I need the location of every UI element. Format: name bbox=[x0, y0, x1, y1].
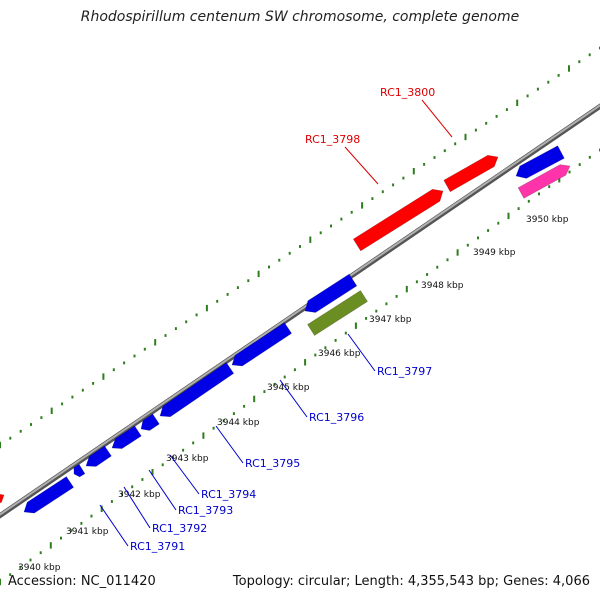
scale-label: 3945 kbp bbox=[267, 383, 310, 393]
gene-leader-line bbox=[215, 425, 244, 464]
scale-label: 3943 kbp bbox=[166, 454, 209, 464]
gene-arrow-reverse bbox=[85, 445, 112, 467]
gene-arrow-reverse bbox=[23, 476, 75, 514]
map-title: Rhodospirillum centenum SW chromosome, c… bbox=[80, 9, 520, 25]
gene-label-reverse: RC1_3791 bbox=[130, 540, 185, 553]
chromosome-backbone-highlight bbox=[0, 104, 600, 516]
gene-arrow-forward bbox=[0, 493, 5, 504]
gene-arrow-reverse bbox=[140, 413, 160, 431]
gene-arrow-reverse bbox=[304, 273, 358, 313]
gene-leader-line bbox=[344, 146, 379, 185]
topology-summary: Topology: circular; Length: 4,355,543 bp… bbox=[232, 574, 590, 589]
scale-label: 3942 kbp bbox=[118, 490, 161, 500]
gene-label-reverse: RC1_3795 bbox=[245, 457, 300, 470]
scale-label: 3941 kbp bbox=[66, 527, 109, 537]
gene-label-forward: RC1_3800 bbox=[380, 86, 435, 99]
gene-arrow-reverse bbox=[73, 463, 86, 478]
gene-leader-line bbox=[347, 333, 376, 372]
gene-box-olive bbox=[307, 290, 368, 336]
gene-arrow-forward bbox=[352, 188, 444, 252]
gene-arrow-forward bbox=[443, 154, 499, 193]
scale-label: 3947 kbp bbox=[369, 315, 412, 325]
gene-leader-line bbox=[169, 454, 200, 495]
scale-label: 3944 kbp bbox=[217, 418, 260, 428]
gene-label-reverse: RC1_3796 bbox=[309, 411, 364, 424]
gene-leader-line bbox=[148, 469, 177, 511]
gene-leader-line bbox=[279, 379, 308, 418]
gene-arrow-reverse bbox=[231, 322, 293, 367]
gene-leader-line bbox=[123, 486, 151, 529]
gene-arrow-reverse bbox=[515, 145, 565, 179]
scale-label: 3948 kbp bbox=[421, 281, 464, 291]
gene-label-reverse: RC1_3792 bbox=[152, 522, 207, 535]
scale-label: 3949 kbp bbox=[473, 248, 516, 258]
gene-leader-line bbox=[421, 99, 453, 138]
gene-arrow-reverse bbox=[159, 362, 235, 418]
gene-label-reverse: RC1_3793 bbox=[178, 504, 233, 517]
gene-arrow-pink bbox=[517, 164, 571, 199]
scale-label: 3950 kbp bbox=[526, 215, 569, 225]
gene-label-reverse: RC1_3797 bbox=[377, 365, 432, 378]
accession-text: Accession: NC_011420 bbox=[8, 574, 156, 589]
gene-label-reverse: RC1_3794 bbox=[201, 488, 256, 501]
gene-label-forward: RC1_3798 bbox=[305, 133, 360, 146]
gene-arrow-reverse bbox=[111, 425, 142, 449]
scale-label: 3946 kbp bbox=[318, 349, 361, 359]
gene-leader-line bbox=[99, 504, 129, 547]
scale-label: 3940 kbp bbox=[18, 563, 61, 573]
